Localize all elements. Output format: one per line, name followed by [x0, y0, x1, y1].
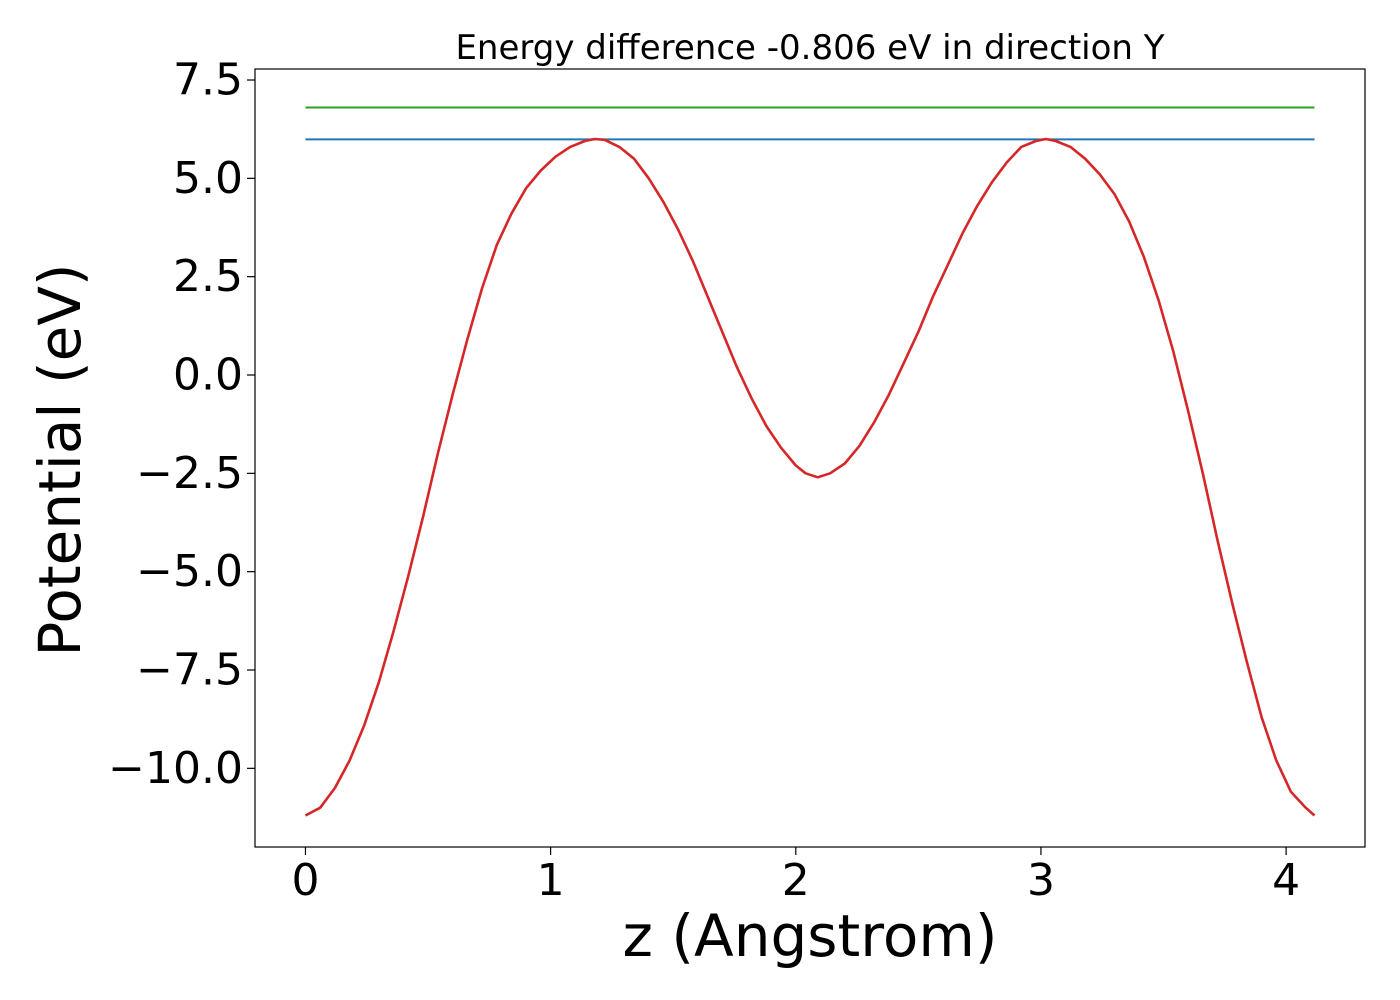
y-axis-title: Potential (eV) [26, 263, 94, 656]
y-tick-label: 0.0 [173, 350, 243, 401]
y-tick-label: 2.5 [173, 251, 243, 302]
x-tick-label: 3 [1027, 855, 1055, 906]
plot-area [304, 106, 1316, 817]
x-tick-label: 4 [1272, 855, 1300, 906]
y-axis: −10.0 −7.5 −5.0 −2.5 0.0 2.5 5.0 7.5 [108, 55, 255, 794]
x-tick-label: 0 [291, 855, 319, 906]
series-line-3 [304, 137, 1316, 817]
axes-frame [254, 68, 1366, 848]
chart-title: Energy difference -0.806 eV in direction… [455, 28, 1164, 68]
y-tick-label: −2.5 [136, 448, 243, 499]
y-tick-label: −5.0 [136, 546, 243, 597]
x-tick-label: 1 [537, 855, 565, 906]
x-tick-label: 2 [782, 855, 810, 906]
y-tick-label: −10.0 [108, 743, 243, 794]
x-axis: 0 1 2 3 4 [291, 847, 1300, 906]
y-tick-label: 5.0 [173, 153, 243, 204]
x-axis-title: z (Angstrom) [623, 902, 998, 970]
y-tick-label: 7.5 [173, 55, 243, 106]
y-tick-label: −7.5 [136, 645, 243, 696]
